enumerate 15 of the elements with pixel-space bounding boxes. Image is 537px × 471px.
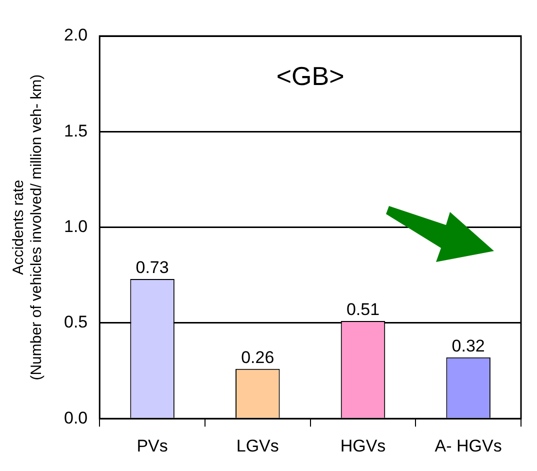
data-label: 0.51 [346, 300, 380, 320]
x-tick-label: PVs [136, 436, 168, 456]
data-label: 0.26 [241, 348, 274, 368]
y-tick-label: 0.0 [64, 408, 88, 428]
x-tick-label: LGVs [236, 436, 279, 456]
x-tick-label: A- HGVs [434, 436, 502, 456]
data-label: 0.32 [452, 336, 485, 356]
y-tick-label: 0.5 [64, 312, 88, 332]
data-label: 0.73 [136, 258, 169, 278]
y-tick-label: 1.5 [64, 121, 88, 140]
y-tick-label: 1.0 [64, 216, 88, 236]
x-tick-label: HGVs [340, 436, 386, 456]
y-axis-title: Accidents rate (Number of vehicles involved/ million veh- km) [10, 74, 46, 380]
y-tick-label: 2.0 [64, 26, 88, 45]
annotation: <GB> [276, 61, 344, 92]
